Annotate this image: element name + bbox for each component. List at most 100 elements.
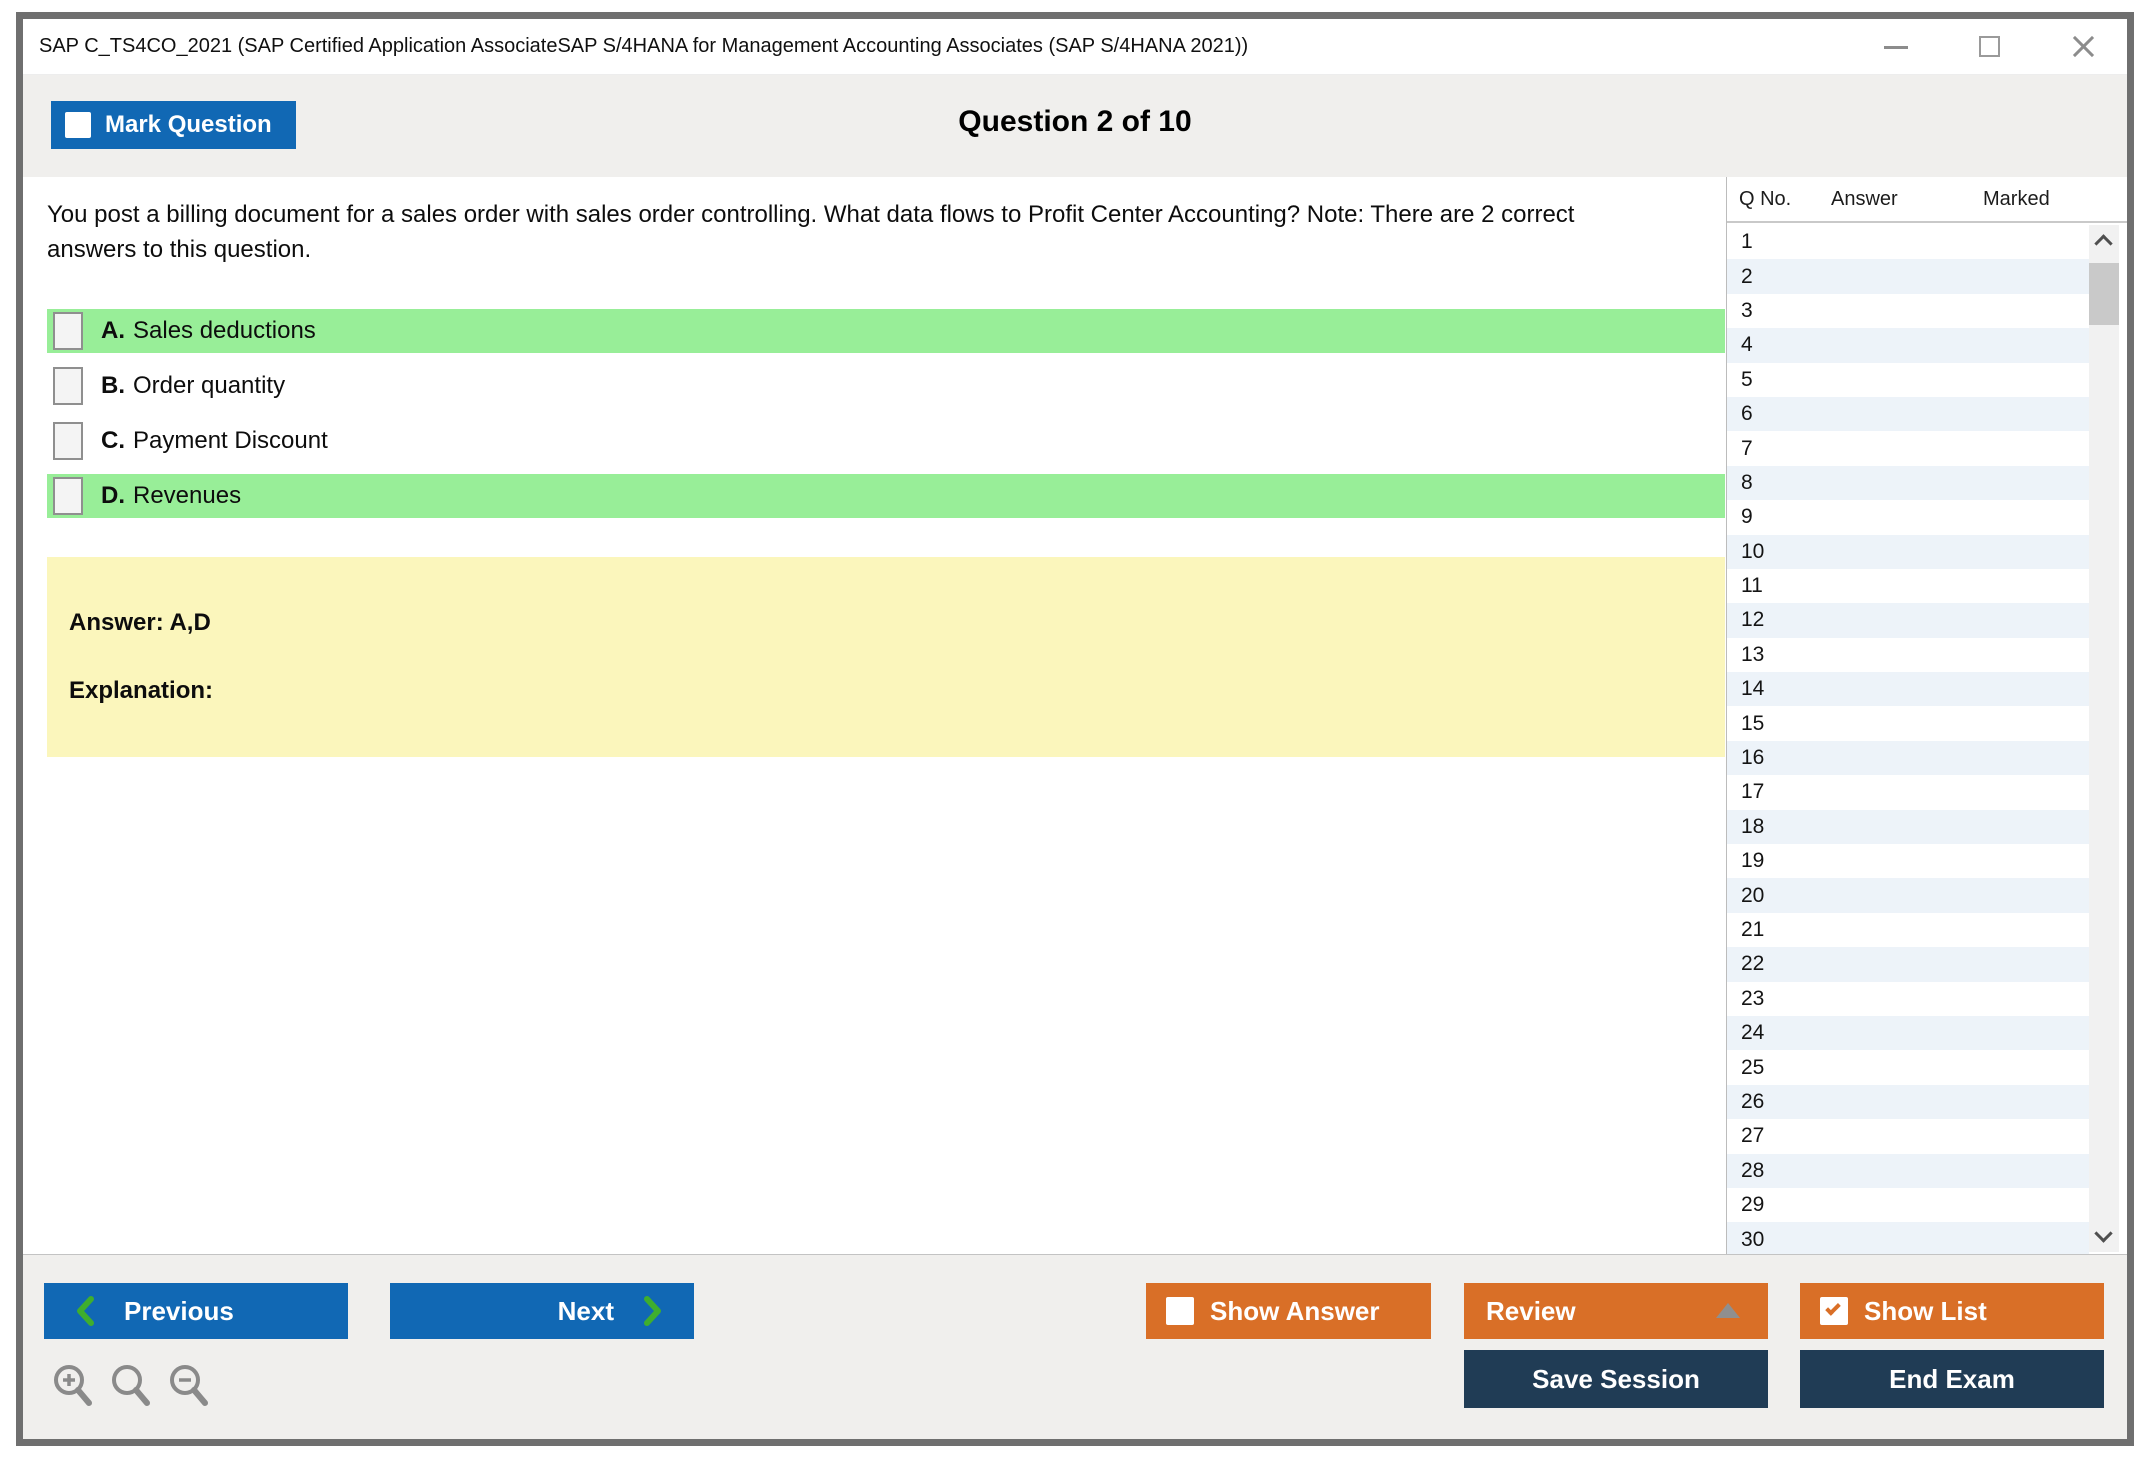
column-answer: Answer bbox=[1831, 187, 1898, 210]
question-list-row[interactable]: 7 bbox=[1741, 436, 1753, 460]
answer-box: Answer: A,D Explanation: bbox=[47, 557, 1725, 757]
option-letter: A. bbox=[101, 317, 125, 344]
mark-question-button[interactable]: Mark Question bbox=[51, 101, 296, 149]
question-list-row[interactable]: 14 bbox=[1727, 672, 2089, 707]
footer-bar: Previous Next bbox=[23, 1254, 2127, 1439]
next-button[interactable]: Next bbox=[390, 1283, 694, 1339]
option-letter: C. bbox=[101, 427, 125, 454]
option-text: Payment Discount bbox=[133, 427, 328, 454]
option-row-D[interactable]: D. Revenues bbox=[47, 474, 1725, 518]
question-list-row[interactable]: 12 bbox=[1727, 603, 2089, 638]
option-row-A[interactable]: A. Sales deductions bbox=[47, 309, 1725, 353]
show-list-button[interactable]: Show List bbox=[1800, 1283, 2104, 1339]
maximize-icon[interactable] bbox=[1975, 32, 2005, 62]
previous-label: Previous bbox=[124, 1295, 234, 1326]
question-list-row[interactable]: 29 bbox=[1741, 1193, 1765, 1217]
question-counter: Question 2 of 10 bbox=[958, 105, 1192, 138]
option-checkbox[interactable] bbox=[53, 422, 83, 460]
content-area: You post a billing document for a sales … bbox=[23, 177, 2127, 1254]
header-bar: Mark Question Question 2 of 10 bbox=[23, 75, 2127, 177]
option-row-B[interactable]: B. Order quantity bbox=[47, 364, 1725, 408]
question-list-row[interactable]: 27 bbox=[1741, 1124, 1765, 1148]
end-exam-label: End Exam bbox=[1889, 1363, 2015, 1394]
option-checkbox[interactable] bbox=[53, 477, 83, 515]
question-list-row[interactable]: 24 bbox=[1727, 1015, 2089, 1051]
chevron-left-icon bbox=[77, 1296, 94, 1326]
save-session-button[interactable]: Save Session bbox=[1464, 1350, 1768, 1408]
show-list-checkbox bbox=[1820, 1297, 1848, 1325]
show-answer-label: Show Answer bbox=[1210, 1295, 1380, 1326]
question-list-row[interactable]: 5 bbox=[1741, 367, 1753, 391]
show-list-label: Show List bbox=[1864, 1295, 1987, 1326]
question-list-row[interactable]: 16 bbox=[1727, 740, 2089, 776]
question-list-row[interactable]: 10 bbox=[1727, 534, 2089, 569]
options-list: A. Sales deductions B. Order quantity C. Paym… bbox=[47, 309, 1725, 529]
question-text: You post a billing document for a sales … bbox=[47, 201, 1575, 263]
column-qno: Q No. bbox=[1739, 187, 1792, 210]
previous-button[interactable]: Previous bbox=[44, 1283, 348, 1339]
app-window: SAP C_TS4CO_2021 (SAP Certified Applicat… bbox=[16, 12, 2134, 1446]
question-list-row[interactable]: 15 bbox=[1741, 711, 1765, 735]
chevron-right-icon bbox=[644, 1296, 661, 1326]
review-label: Review bbox=[1486, 1295, 1576, 1326]
question-list-row[interactable]: 9 bbox=[1741, 505, 1753, 529]
question-list-row[interactable]: 6 bbox=[1727, 396, 2089, 432]
option-text: Revenues bbox=[133, 482, 242, 509]
review-button[interactable]: Review bbox=[1464, 1283, 1768, 1339]
zoom-in-icon[interactable] bbox=[49, 1361, 99, 1411]
search-icon[interactable] bbox=[107, 1361, 157, 1411]
option-text: Order quantity bbox=[133, 372, 286, 399]
question-list-row[interactable]: 23 bbox=[1741, 986, 1765, 1010]
mark-question-checkbox bbox=[65, 112, 91, 138]
option-checkbox[interactable] bbox=[53, 312, 83, 350]
zoom-out-icon[interactable] bbox=[165, 1361, 215, 1411]
question-list-row[interactable]: 28 bbox=[1727, 1153, 2089, 1188]
question-list-row[interactable]: 1 bbox=[1741, 230, 1753, 254]
save-session-label: Save Session bbox=[1532, 1363, 1700, 1394]
question-list-row[interactable]: 17 bbox=[1741, 780, 1765, 804]
option-row-C[interactable]: C. Payment Discount bbox=[47, 419, 1725, 463]
question-list-row[interactable]: 2 bbox=[1727, 259, 2089, 294]
question-list-scrollbar[interactable] bbox=[2089, 225, 2119, 1252]
column-marked: Marked bbox=[1983, 187, 2050, 210]
show-answer-checkbox bbox=[1166, 1297, 1194, 1325]
question-list: 1 2 3 4 5 6 7 8 9 10 11 12 13 14 15 16 17 18 19 20 21 22 23 24 2… bbox=[1727, 225, 2127, 1254]
option-label: A. Sales deductions bbox=[101, 317, 316, 345]
question-list-row[interactable]: 3 bbox=[1741, 298, 1753, 322]
question-list-row[interactable]: 4 bbox=[1727, 328, 2089, 363]
scroll-down-icon[interactable] bbox=[2094, 1224, 2113, 1243]
option-letter: D. bbox=[101, 482, 125, 509]
question-list-row[interactable]: 13 bbox=[1741, 642, 1765, 666]
scroll-up-icon[interactable] bbox=[2094, 234, 2113, 253]
scroll-thumb[interactable] bbox=[2089, 263, 2119, 325]
zoom-controls bbox=[49, 1361, 215, 1411]
question-list-row[interactable]: 18 bbox=[1727, 809, 2089, 845]
option-label: D. Revenues bbox=[101, 482, 241, 510]
window-controls bbox=[1881, 19, 2099, 75]
question-list-row[interactable]: 30 bbox=[1727, 1222, 2089, 1254]
option-checkbox[interactable] bbox=[53, 367, 83, 405]
question-list-row[interactable]: 21 bbox=[1741, 918, 1765, 941]
title-bar: SAP C_TS4CO_2021 (SAP Certified Applicat… bbox=[23, 19, 2127, 75]
option-text: Sales deductions bbox=[133, 317, 316, 344]
question-list-row[interactable]: 25 bbox=[1741, 1055, 1765, 1079]
caret-up-icon bbox=[1716, 1303, 1740, 1318]
show-answer-button[interactable]: Show Answer bbox=[1146, 1283, 1431, 1339]
question-list-row[interactable]: 26 bbox=[1727, 1084, 2089, 1120]
option-label: C. Payment Discount bbox=[101, 427, 328, 455]
answer-label: Answer: A,D bbox=[69, 609, 211, 636]
question-list-row[interactable]: 22 bbox=[1727, 947, 2089, 982]
question-list-panel: Q No. Answer Marked 1 2 3 4 5 6 7 8 9 10 11 12 13 14 1… bbox=[1726, 177, 2127, 1254]
mark-question-label: Mark Question bbox=[105, 111, 272, 138]
window-title: SAP C_TS4CO_2021 (SAP Certified Applicat… bbox=[39, 35, 1249, 57]
end-exam-button[interactable]: End Exam bbox=[1800, 1350, 2104, 1408]
question-list-row[interactable]: 19 bbox=[1741, 849, 1765, 873]
option-letter: B. bbox=[101, 372, 125, 399]
close-icon[interactable] bbox=[2069, 32, 2099, 62]
minimize-icon[interactable] bbox=[1881, 32, 1911, 62]
question-list-row[interactable]: 20 bbox=[1727, 878, 2089, 913]
next-label: Next bbox=[557, 1295, 614, 1326]
question-list-row[interactable]: 11 bbox=[1741, 574, 1763, 598]
question-list-row[interactable]: 8 bbox=[1727, 465, 2089, 501]
